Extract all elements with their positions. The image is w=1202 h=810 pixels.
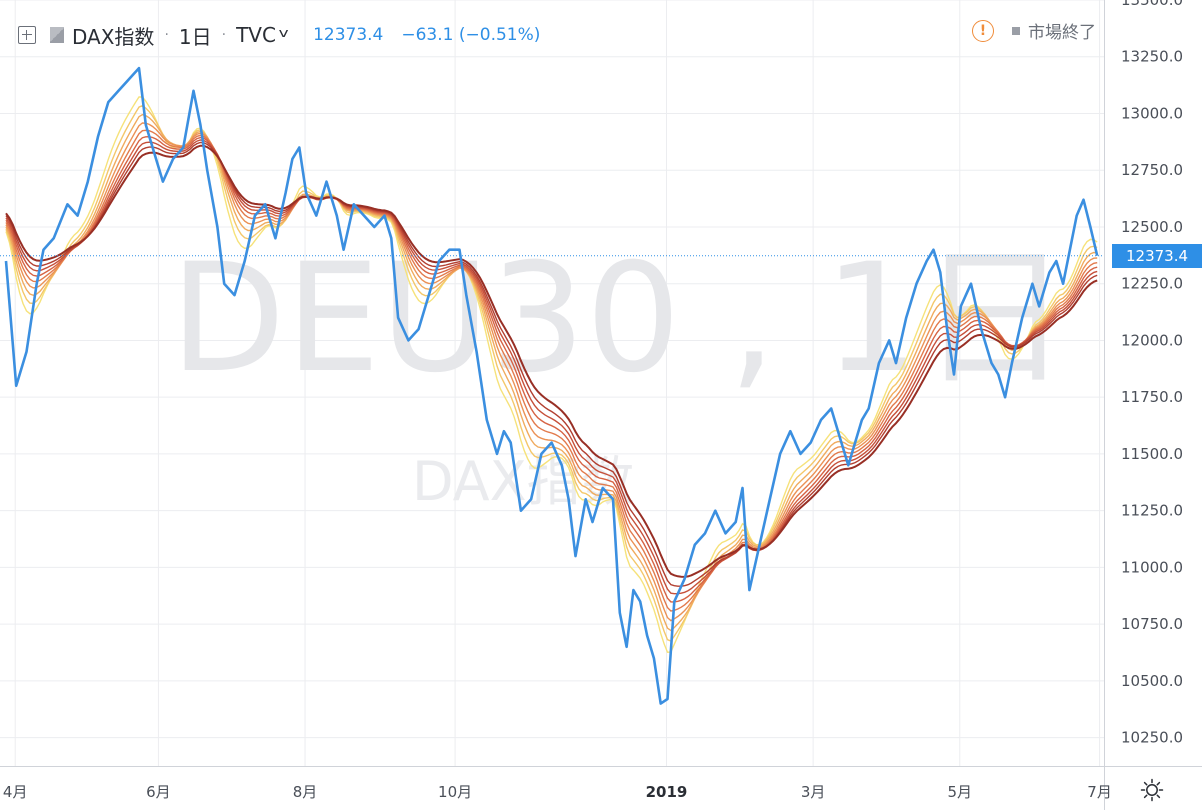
x-tick-label: 3月	[801, 783, 826, 801]
gear-icon[interactable]	[1140, 778, 1164, 802]
symbol-name[interactable]: DAX指数	[72, 24, 155, 49]
market-status: ! 市場終了	[972, 18, 1096, 43]
y-tick-label: 11750.0	[1121, 388, 1183, 406]
x-tick-label: 10月	[438, 783, 472, 801]
y-tick-label: 10500.0	[1121, 672, 1183, 690]
x-tick-label: 8月	[293, 783, 318, 801]
y-tick-label: 12000.0	[1121, 331, 1183, 349]
status-square-icon	[1012, 26, 1020, 35]
x-tick-label: 2019	[646, 783, 688, 801]
price-line	[4, 66, 1099, 705]
flag-icon[interactable]	[50, 27, 64, 43]
warning-icon[interactable]: !	[972, 19, 994, 42]
ribbon-line	[5, 139, 1098, 595]
change-value: −63.1 (−0.51%)	[401, 25, 541, 45]
y-tick-label: 13000.0	[1121, 104, 1183, 122]
y-tick-label: 12500.0	[1121, 218, 1183, 236]
last-value: 12373.4	[313, 25, 384, 45]
y-tick-label: 11500.0	[1121, 445, 1183, 463]
interval-label[interactable]: 1日	[178, 24, 212, 49]
x-tick-label: 7月	[1087, 783, 1112, 801]
ribbon-line	[5, 129, 1098, 612]
exchange-label[interactable]: TVC	[236, 23, 276, 47]
x-tick-label: 5月	[947, 783, 972, 801]
market-status-text: 市場終了	[1028, 23, 1096, 43]
ribbon-lines	[5, 96, 1098, 654]
chevron-down-icon[interactable]: v	[278, 26, 289, 40]
y-axis: 10250.0 10500.0 10750.0 11000.0 11250.0 11500…	[1104, 0, 1183, 810]
y-tick-label: 13250.0	[1121, 48, 1183, 66]
x-tick-label: 4月	[3, 783, 28, 801]
add-symbol-button[interactable]	[18, 26, 36, 44]
y-tick-label: 10750.0	[1121, 615, 1183, 633]
ribbon-line	[5, 141, 1098, 587]
price-series	[4, 66, 1099, 705]
ribbon-line	[5, 122, 1098, 622]
y-tick-label: 10250.0	[1121, 729, 1183, 747]
y-tick-label: 12250.0	[1121, 275, 1183, 293]
y-tick-label: 11000.0	[1121, 558, 1183, 576]
watermark-main: DEU30 , 1日	[170, 232, 1069, 406]
separator-dot: ·	[221, 27, 227, 43]
last-price-tag: 12373.4	[1112, 243, 1202, 268]
x-axis: 4月 6月 8月 10月 2019 3月 5月 7月	[0, 766, 1202, 801]
ribbon-line	[5, 135, 1098, 603]
legend: DAX指数 · 1日 · TVC v 12373.4 −63.1 (−0.51%…	[18, 18, 558, 52]
separator-dot: ·	[164, 27, 169, 43]
ribbon-line	[5, 144, 1098, 578]
y-tick-label: 12750.0	[1121, 161, 1183, 179]
y-tick-label: 13500.0	[1121, 0, 1183, 9]
x-tick-label: 6月	[146, 783, 171, 801]
y-tick-label: 11250.0	[1121, 502, 1183, 520]
watermark: DEU30 , 1日 DAX指数	[170, 232, 1069, 513]
